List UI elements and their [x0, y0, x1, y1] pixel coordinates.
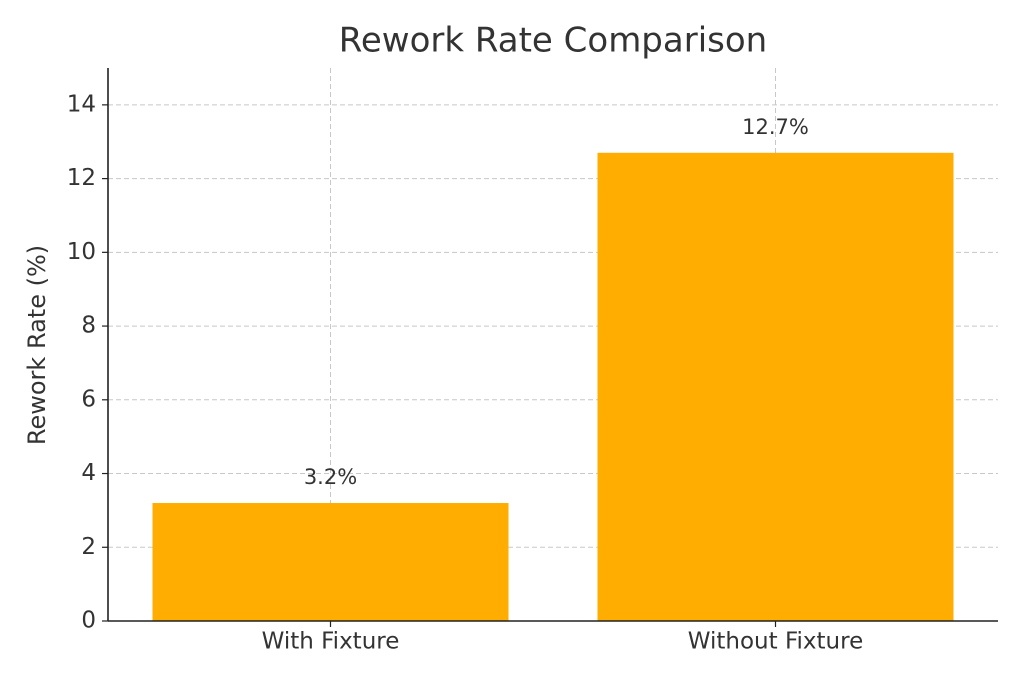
y-tick-label: 12 [67, 165, 96, 191]
bar [597, 152, 954, 621]
y-tick-label: 0 [81, 608, 96, 634]
value-label: 12.7% [742, 115, 809, 139]
y-tick-label: 2 [81, 534, 96, 560]
y-tick-label: 4 [81, 460, 96, 486]
y-tick-label: 10 [67, 239, 96, 265]
value-label: 3.2% [304, 465, 357, 489]
y-tick-label: 8 [81, 313, 96, 339]
y-tick-label: 6 [81, 386, 96, 412]
x-tick-label: Without Fixture [688, 629, 863, 655]
y-tick-label: 14 [67, 91, 96, 117]
y-axis-label: Rework Rate (%) [23, 245, 51, 445]
chart-title: Rework Rate Comparison [339, 21, 767, 61]
x-tick-label: With Fixture [262, 629, 400, 655]
bar [152, 503, 509, 621]
